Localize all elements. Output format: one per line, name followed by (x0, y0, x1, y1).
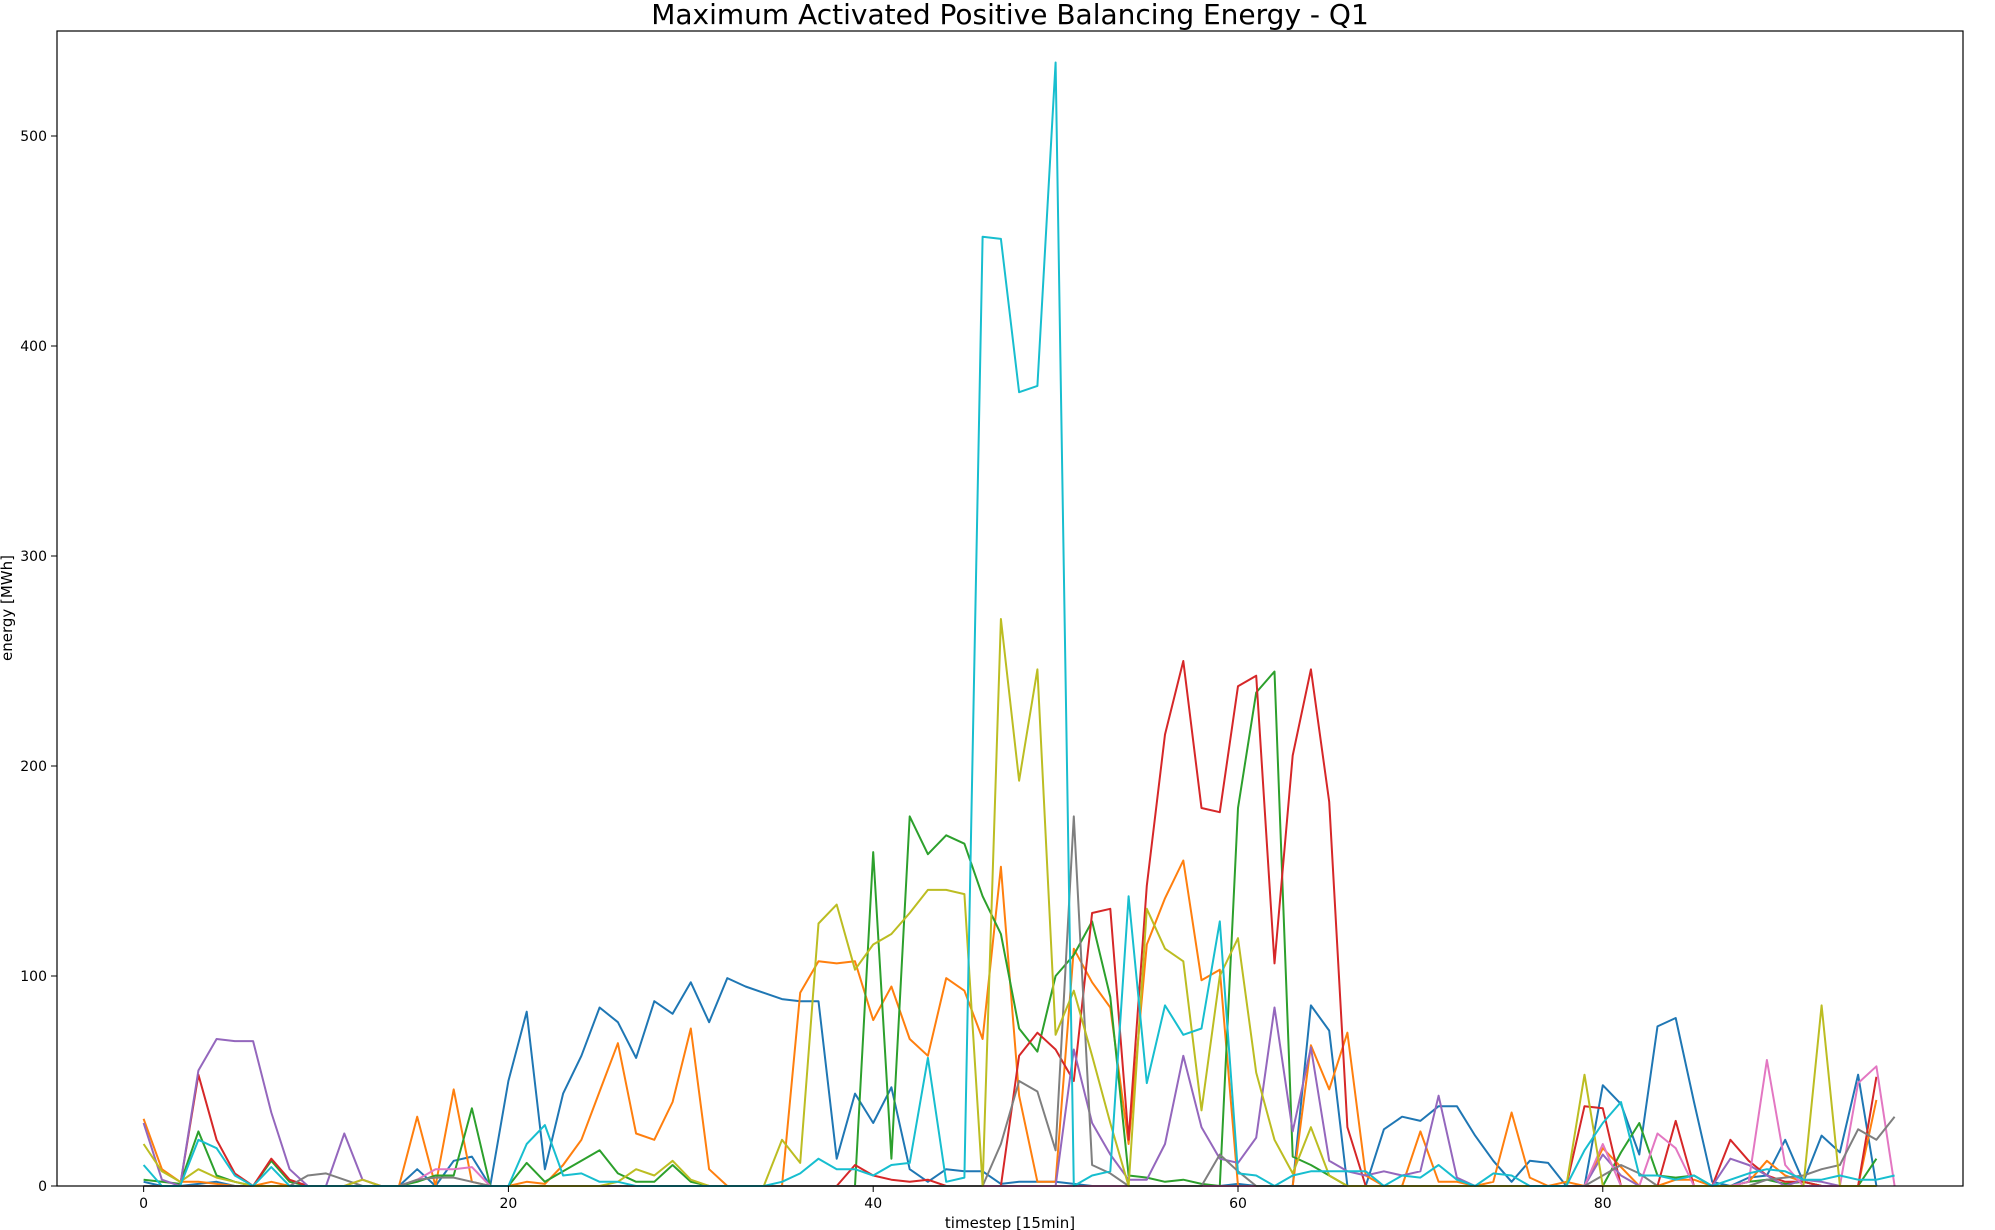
series-layer (142, 61, 1896, 1187)
x-axis-ticks: 0 20 40 60 80 (139, 1186, 1612, 1212)
y-tick-label: 300 (20, 549, 47, 565)
y-tick-label: 500 (20, 129, 47, 145)
y-axis-label: energy [MWh] (0, 555, 16, 661)
series-line-1 (143, 977, 1878, 1187)
series-line-2 (142, 859, 1878, 1187)
series-line-8 (143, 815, 1896, 1187)
x-tick-label: 60 (1229, 1196, 1247, 1212)
y-tick-label: 100 (20, 969, 47, 985)
series-line-9 (142, 618, 1877, 1187)
series-line-3 (143, 670, 1878, 1187)
series-line-10 (142, 61, 1895, 1187)
chart-title: Maximum Activated Positive Balancing Ene… (651, 0, 1369, 31)
x-tick-label: 40 (864, 1196, 882, 1212)
x-axis-label: timestep [15min] (945, 1214, 1075, 1230)
plot-frame (56, 30, 1964, 1187)
series-line-7 (143, 1059, 1896, 1187)
y-tick-label: 400 (20, 339, 47, 355)
y-axis-ticks: 0 100 200 300 400 500 (20, 129, 57, 1195)
x-tick-label: 20 (500, 1196, 518, 1212)
x-tick-label: 0 (139, 1196, 148, 1212)
y-tick-label: 200 (20, 759, 47, 775)
y-tick-label: 0 (38, 1179, 47, 1195)
x-tick-label: 80 (1594, 1196, 1612, 1212)
